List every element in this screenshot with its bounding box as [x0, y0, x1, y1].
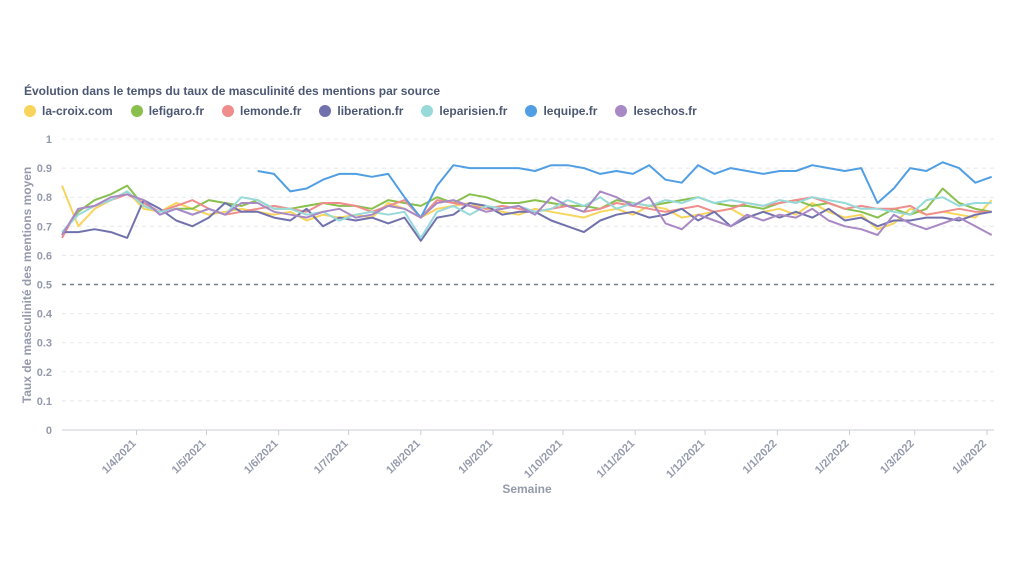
legend-item-lesechos[interactable]: lesechos.fr: [615, 104, 697, 118]
legend-item-la-croix[interactable]: la-croix.com: [24, 104, 113, 118]
legend-label: leparisien.fr: [439, 104, 508, 118]
legend-label: lesechos.fr: [633, 104, 697, 118]
legend-item-leparisien[interactable]: leparisien.fr: [421, 104, 507, 118]
x-tick-label: 1/4/2022: [950, 438, 989, 477]
y-tick-label: 0: [46, 425, 52, 437]
legend-swatch: [525, 105, 538, 117]
y-axis: 0 0.1 0.2 0.3 0.4 0.5 0.6 0.7 0.8 0.9 1: [37, 134, 53, 437]
legend-swatch: [319, 105, 332, 117]
y-axis-label: Taux de masculinité des mentions moyen: [20, 167, 34, 404]
x-tick-label: 1/7/2021: [312, 438, 351, 477]
x-tick-label: 1/9/2021: [456, 438, 495, 477]
y-tick-label: 0.3: [37, 338, 52, 350]
x-axis-label: Semaine: [502, 482, 552, 496]
x-tick-label: 1/11/2021: [595, 438, 638, 481]
x-tick-label: 1/8/2021: [384, 438, 423, 477]
legend-label: lequipe.fr: [543, 104, 598, 118]
legend-item-lequipe[interactable]: lequipe.fr: [525, 104, 597, 118]
chart-title: Évolution dans le temps du taux de mascu…: [24, 84, 441, 98]
y-tick-label: 0.7: [37, 221, 52, 233]
y-tick-label: 0.8: [37, 192, 52, 204]
series-lines: [61, 161, 993, 242]
legend-item-lemonde[interactable]: lemonde.fr: [222, 104, 301, 118]
x-tick-label: 1/1/2022: [741, 438, 780, 477]
legend-item-lefigaro[interactable]: lefigaro.fr: [130, 104, 205, 118]
series-line-liberation-fr: [62, 199, 992, 242]
gridlines: [62, 138, 994, 431]
x-tick-label: 1/4/2021: [100, 438, 139, 477]
x-tick-label: 1/12/2021: [664, 438, 707, 481]
series-line-leparisien-fr: [61, 190, 992, 239]
legend-label: lefigaro.fr: [148, 104, 205, 118]
legend-swatch: [615, 105, 628, 117]
y-tick-label: 0.1: [37, 396, 52, 408]
y-tick-label: 0.5: [37, 280, 52, 292]
legend-swatch: [222, 105, 235, 117]
x-tick-label: 1/3/2022: [878, 438, 917, 477]
y-tick-label: 0.4: [37, 309, 53, 321]
legend-swatch: [24, 105, 36, 117]
legend-label: lemonde.fr: [240, 104, 302, 118]
x-tick-label: 1/2/2022: [813, 438, 852, 477]
y-tick-label: 0.6: [37, 250, 52, 262]
y-tick-label: 1: [46, 134, 52, 146]
legend-label: liberation.fr: [337, 104, 404, 118]
legend: la-croix.com lefigaro.fr lemonde.fr libe…: [24, 104, 715, 118]
series-line-lequipe-fr: [257, 161, 993, 219]
y-tick-label: 0.9: [37, 163, 52, 175]
x-tick-label: 1/5/2021: [170, 438, 209, 477]
y-tick-label: 0.2: [37, 367, 52, 379]
legend-label: la-croix.com: [42, 104, 113, 118]
legend-swatch: [421, 105, 434, 117]
legend-item-liberation[interactable]: liberation.fr: [319, 104, 403, 118]
legend-swatch: [130, 105, 143, 117]
x-tick-label: 1/10/2021: [522, 438, 565, 481]
x-tick-label: 1/6/2021: [242, 438, 281, 477]
x-axis: 1/4/2021 1/5/2021 1/6/2021 1/7/2021 1/8/2021…: [100, 430, 989, 481]
series-line-lesechos-fr: [61, 190, 993, 236]
